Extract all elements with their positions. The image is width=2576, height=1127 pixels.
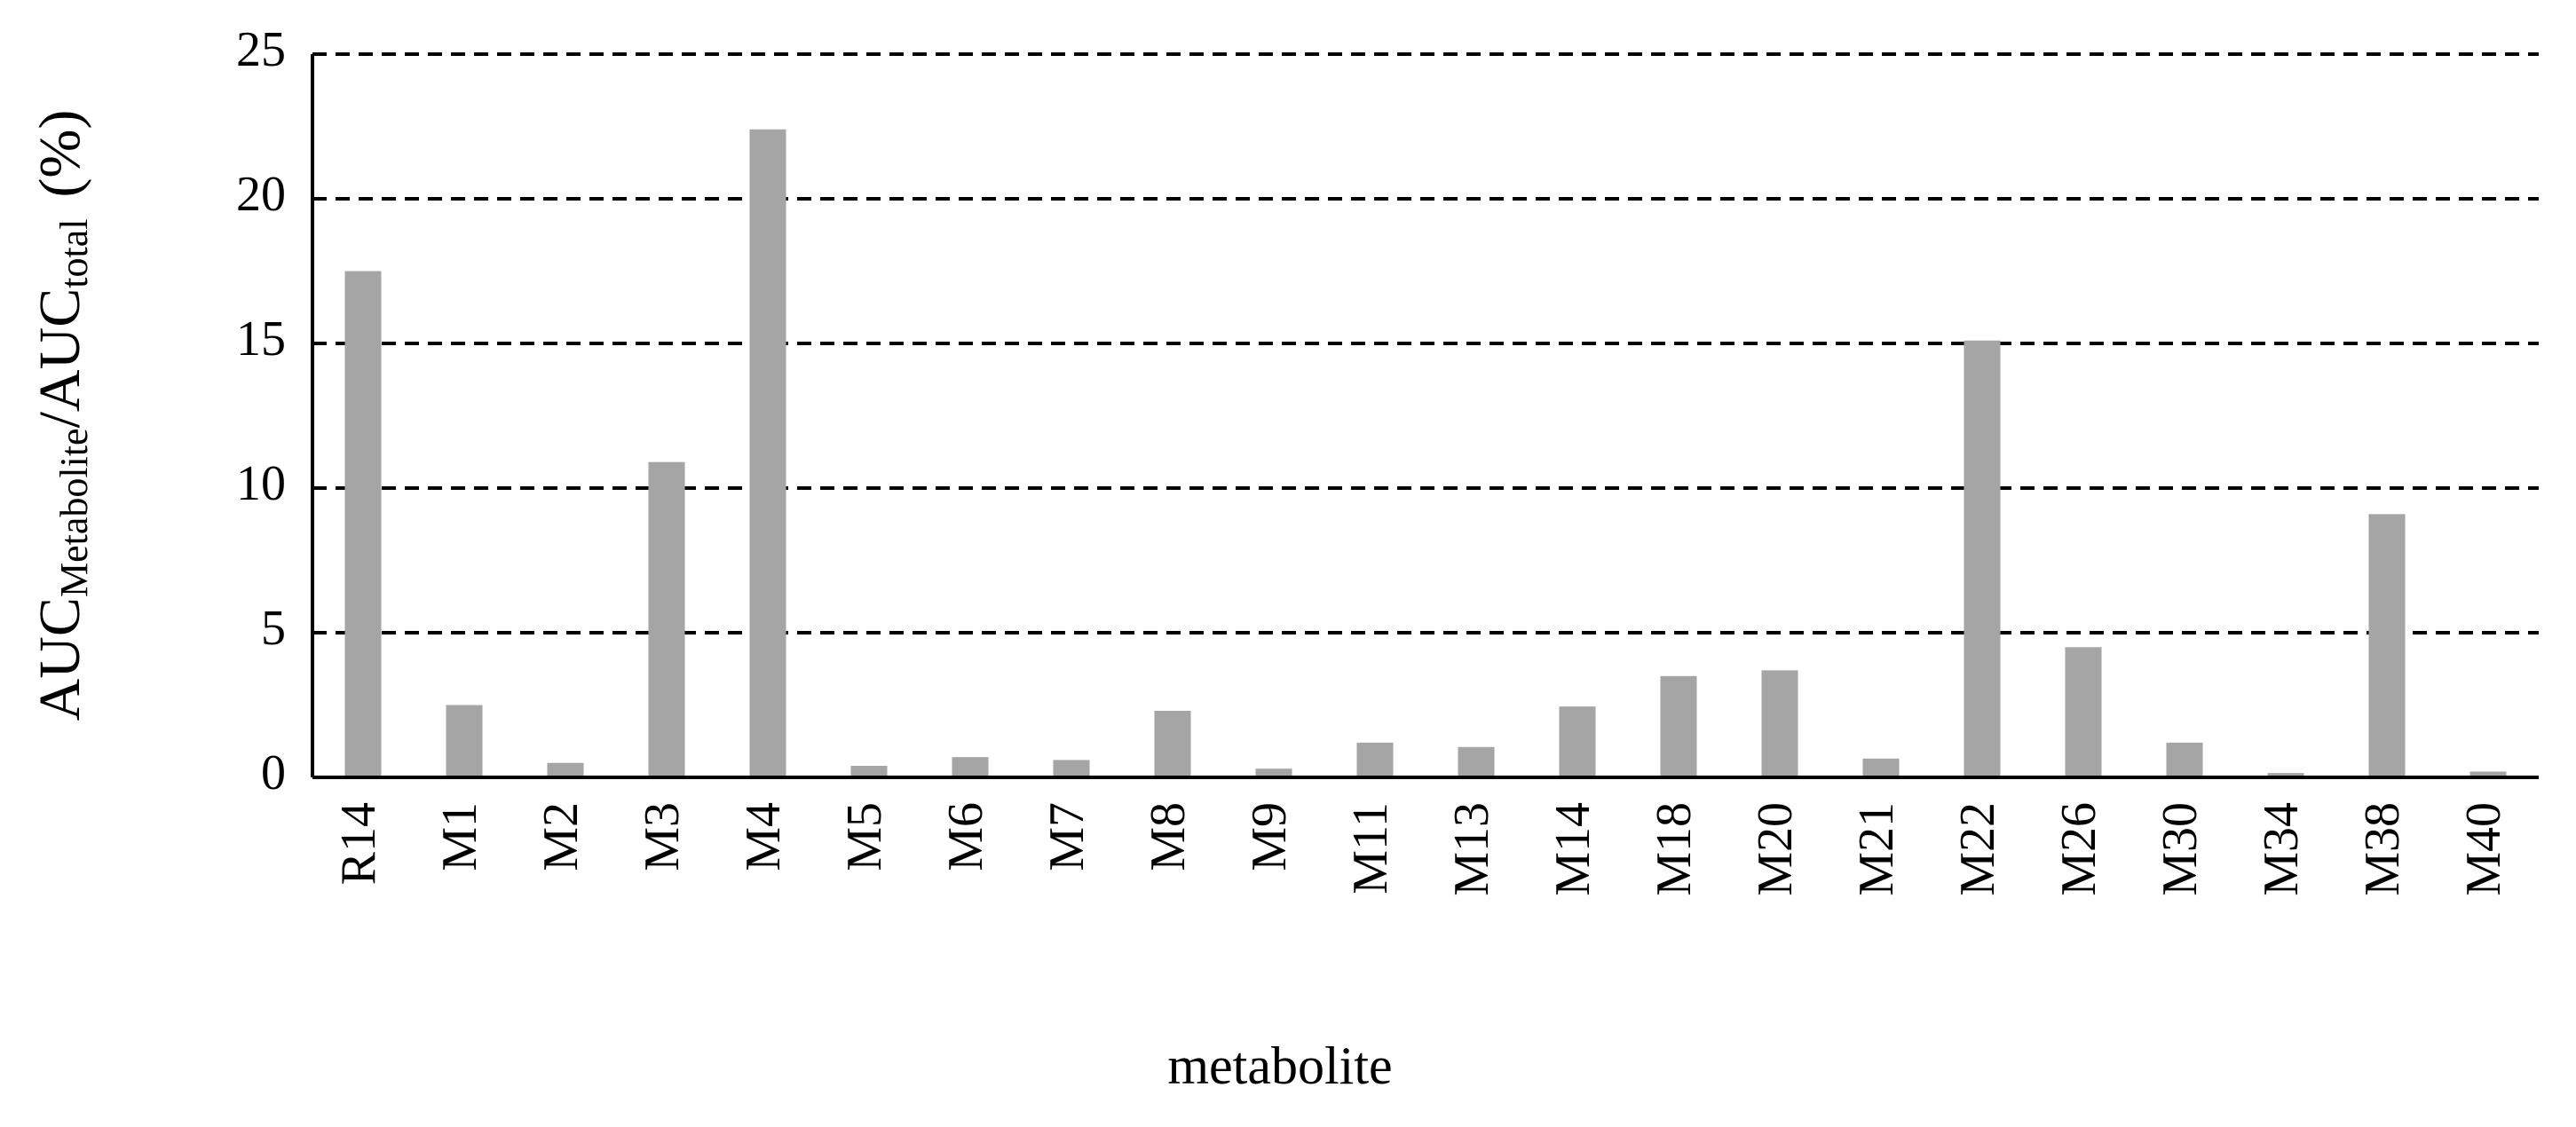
- bar: [446, 705, 483, 777]
- bar: [1255, 768, 1292, 777]
- x-tick-label: M11: [1343, 802, 1398, 895]
- bar: [2469, 771, 2507, 777]
- bar: [1053, 760, 1090, 777]
- x-tick-label: M18: [1647, 802, 1702, 896]
- bar: [344, 271, 382, 777]
- bar: [850, 765, 888, 777]
- x-tick-label: M34: [2254, 802, 2309, 896]
- x-tick-label: M26: [2051, 802, 2106, 896]
- y-tick-label: 25: [236, 22, 286, 77]
- x-tick-label: M7: [1039, 802, 1094, 871]
- bar: [1660, 675, 1697, 777]
- x-tick-label: M30: [2153, 802, 2208, 896]
- y-label-part: /AUC: [28, 288, 92, 429]
- x-tick-label: M22: [1950, 802, 2005, 896]
- y-tick-label: 20: [236, 167, 286, 222]
- bar: [952, 757, 989, 777]
- bar: [2368, 514, 2406, 777]
- bar: [547, 762, 584, 777]
- y-tick-label: 15: [236, 311, 286, 366]
- y-label-sub: Metabolite: [52, 428, 96, 597]
- y-label-unit: (%): [28, 110, 92, 198]
- y-axis-label: AUCMetabolite/AUCtotal (%): [28, 110, 96, 721]
- bar: [1154, 711, 1191, 777]
- x-tick-label: M20: [1748, 802, 1803, 896]
- y-label-sub: total: [52, 219, 96, 288]
- x-tick-label: M14: [1545, 802, 1600, 896]
- x-tick-label: M38: [2355, 802, 2410, 896]
- x-tick-label: R14: [331, 802, 386, 885]
- bar: [1862, 758, 1900, 777]
- x-tick-label: M2: [533, 802, 589, 871]
- bar: [2065, 647, 2102, 777]
- bar: [1356, 742, 1394, 777]
- bar: [648, 461, 685, 777]
- bar: [1761, 670, 1798, 777]
- bar: [2267, 773, 2304, 777]
- bar: [749, 129, 786, 777]
- x-axis-label: metabolite: [1167, 1036, 1392, 1095]
- x-tick-label: M9: [1242, 802, 1297, 871]
- x-tick-label: M8: [1141, 802, 1196, 871]
- x-tick-label: M21: [1849, 802, 1904, 896]
- y-tick-label: 10: [236, 456, 286, 511]
- bar: [1458, 746, 1495, 777]
- bar: [2166, 742, 2203, 777]
- y-label-part: AUC: [28, 597, 92, 721]
- y-tick-label: 0: [261, 745, 286, 800]
- x-tick-label: M4: [736, 802, 791, 871]
- x-tick-label: M1: [432, 802, 487, 871]
- x-tick-label: M13: [1444, 802, 1499, 896]
- x-tick-label: M6: [938, 802, 993, 871]
- x-tick-label: M3: [635, 802, 690, 871]
- y-tick-label: 5: [261, 601, 286, 656]
- x-tick-label: M5: [837, 802, 892, 871]
- bar: [1559, 706, 1596, 777]
- bar: [1964, 340, 2001, 777]
- x-tick-label: M40: [2456, 802, 2511, 896]
